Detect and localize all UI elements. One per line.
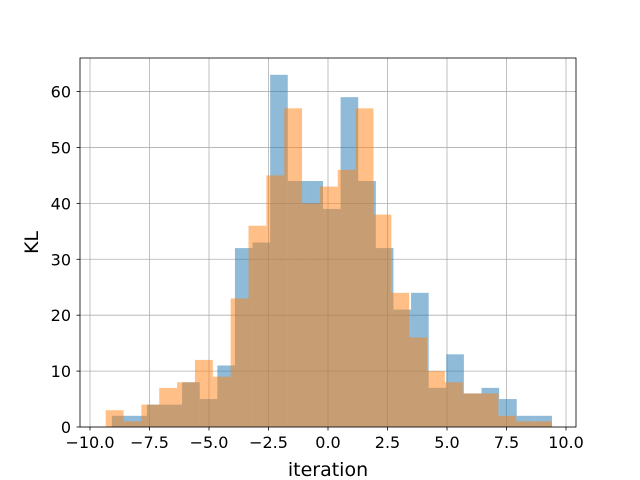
y-tick-label-2: 20	[51, 306, 71, 325]
series-1-bar-4	[177, 382, 195, 427]
x-tick-label-6: 5.0	[434, 433, 459, 452]
x-tick-label-2: −5.0	[190, 433, 229, 452]
series-1-bar-24	[534, 421, 552, 427]
series-1-bar-6	[212, 376, 231, 427]
x-tick-label-4: 0.0	[315, 433, 340, 452]
x-tick-label-3: −2.5	[249, 433, 288, 452]
series-1-bar-14	[355, 108, 374, 428]
series-1-bar-12	[319, 186, 338, 427]
series-1-bar-9	[266, 175, 285, 427]
series-1-bar-15	[373, 214, 392, 427]
series-1-bar-21	[480, 393, 499, 427]
series-1-bar-18	[427, 371, 445, 427]
x-tick-label-8: 10.0	[548, 433, 584, 452]
axis-ticks: −10.0 −7.5 −5.0 −2.5 0.0 2.5 5.0 7.5 10.0 0 10 20 30…	[51, 83, 584, 452]
y-tick-label-4: 40	[51, 194, 71, 213]
series-1-bar-11	[302, 203, 320, 427]
series-1-bar-23	[516, 421, 535, 427]
x-tick-label-0: −10.0	[65, 433, 114, 452]
series-1-bar-17	[409, 337, 428, 427]
x-tick-label-7: 7.5	[494, 433, 519, 452]
histogram-bars	[105, 74, 552, 428]
y-tick-label-3: 30	[51, 250, 71, 269]
series-1-bar-19	[444, 382, 463, 427]
series-1-bar-0	[105, 410, 124, 427]
series-1-bar-13	[337, 169, 356, 427]
x-axis-label: iteration	[288, 459, 368, 480]
y-tick-label-0: 0	[61, 418, 71, 437]
series-1-bar-1	[123, 421, 142, 427]
series-1-bar-5	[194, 359, 213, 427]
series-1-bar-20	[462, 393, 481, 427]
series-1-bar-2	[141, 404, 160, 427]
y-axis-label: KL	[21, 231, 43, 254]
y-tick-label-5: 50	[51, 138, 71, 157]
series-1-bar-22	[498, 415, 517, 427]
series-1-bar-3	[159, 387, 178, 427]
series-1-bar-7	[230, 298, 249, 427]
y-tick-label-6: 60	[51, 83, 71, 102]
x-tick-label-5: 2.5	[375, 433, 400, 452]
series-1-bar-16	[391, 292, 410, 427]
y-tick-label-1: 10	[51, 362, 71, 381]
series-1-bar-10	[284, 108, 303, 428]
x-tick-label-1: −7.5	[130, 433, 169, 452]
series-1-bar-8	[248, 225, 267, 427]
